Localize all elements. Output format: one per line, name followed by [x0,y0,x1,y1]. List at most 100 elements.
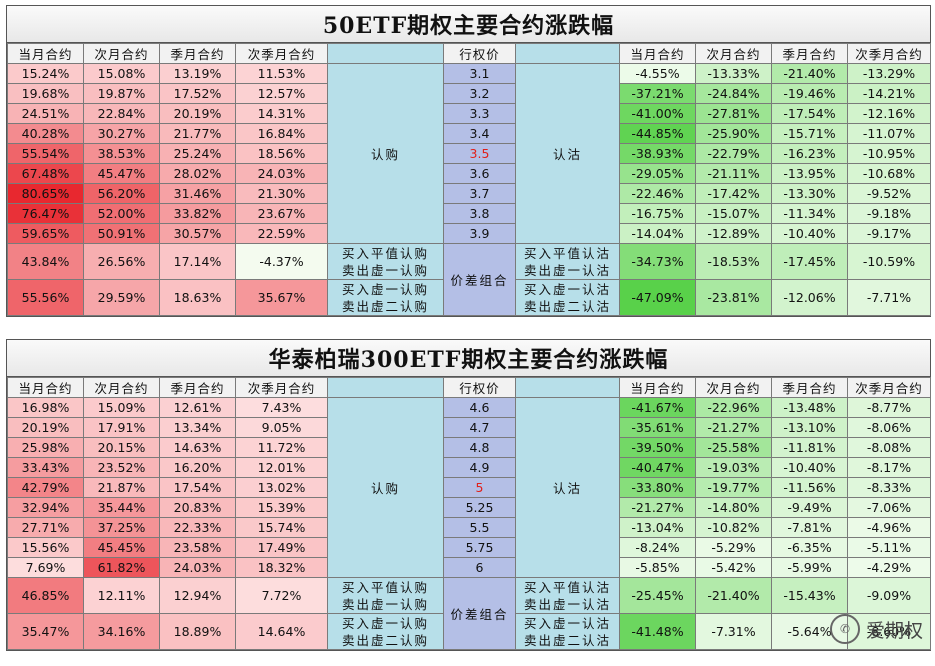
put-change-cell: -44.85% [619,123,696,144]
put-change-cell: -11.56% [771,477,848,498]
put-change-cell: -5.85% [619,557,696,578]
call-spread-leg: 买入平值认购 [341,245,429,261]
call-spread-leg: 卖出虚一认购 [341,596,429,612]
put-spread-label: 买入虚一认沽 卖出虚二认沽 [515,613,620,650]
put-header: 当月合约 [619,377,696,398]
call-change-cell: 80.65% [7,183,84,204]
put-change-cell: -11.81% [771,437,848,458]
put-change-cell: -16.75% [619,203,696,224]
call-change-cell: 18.32% [235,557,328,578]
combo-call-change-cell: 14.64% [235,613,328,650]
strike-cell: 3.7 [443,183,516,204]
call-change-cell: 52.00% [83,203,160,224]
call-change-cell: 7.69% [7,557,84,578]
put-spread-leg: 卖出虚二认沽 [523,298,611,314]
put-label: 认沽 [515,397,620,578]
put-change-cell: -10.82% [695,517,772,538]
table-row: 55.54% 38.53% 25.24% 18.56% 3.5 -38.93% -22.79… [7,143,931,164]
put-header: 次季月合约 [847,377,931,398]
put-change-cell: -8.06% [847,417,931,438]
put-change-cell: -22.79% [695,143,772,164]
call-change-cell: 22.33% [159,517,236,538]
combo-put-change-cell: -7.71% [847,279,931,316]
put-change-cell: -9.17% [847,223,931,244]
put-change-cell: -15.07% [695,203,772,224]
call-change-cell: 21.77% [159,123,236,144]
call-label-header [327,377,444,398]
put-header: 次月合约 [695,377,772,398]
strike-cell: 3.2 [443,83,516,104]
put-change-cell: -13.04% [619,517,696,538]
put-change-cell: -21.27% [695,417,772,438]
combo-put-change-cell: -7.31% [695,613,772,650]
call-change-cell: 33.43% [7,457,84,478]
combo-put-change-cell: -10.59% [847,243,931,280]
call-change-cell: 15.74% [235,517,328,538]
call-change-cell: 20.19% [7,417,84,438]
combo-put-change-cell: -47.09% [619,279,696,316]
call-change-cell: 24.03% [159,557,236,578]
put-change-cell: -29.05% [619,163,696,184]
call-change-cell: 45.47% [83,163,160,184]
call-change-cell: 30.57% [159,223,236,244]
table-row: 40.28% 30.27% 21.77% 16.84% 3.4 -44.85% -25.90… [7,123,931,144]
panel-title: 50ETF期权主要合约涨跌幅 [7,6,930,43]
call-change-cell: 24.51% [7,103,84,124]
combo-put-change-cell: -12.06% [771,279,848,316]
put-change-cell: -40.47% [619,457,696,478]
combo-call-change-cell: 34.16% [83,613,160,650]
table-row: 15.56% 45.45% 23.58% 17.49% 5.75 -8.24% -5.29%… [7,537,931,558]
atm-strike-cell: 5 [443,477,516,498]
put-spread-label: 买入平值认沽 卖出虚一认沽 [515,243,620,280]
call-change-cell: 15.39% [235,497,328,518]
panel-title: 华泰柏瑞300ETF期权主要合约涨跌幅 [7,340,930,377]
call-label: 认购 [327,63,444,244]
combo-put-change-cell: -25.45% [619,577,696,614]
put-header: 季月合约 [771,377,848,398]
put-change-cell: -8.17% [847,457,931,478]
call-change-cell: 17.54% [159,477,236,498]
put-change-cell: -14.21% [847,83,931,104]
put-change-cell: -4.96% [847,517,931,538]
put-change-cell: -6.35% [771,537,848,558]
put-change-cell: -7.06% [847,497,931,518]
strike-cell: 4.9 [443,457,516,478]
call-change-cell: 17.52% [159,83,236,104]
put-change-cell: -19.77% [695,477,772,498]
put-change-cell: -17.54% [771,103,848,124]
put-spread-leg: 买入虚一认沽 [523,615,611,631]
strike-cell: 3.3 [443,103,516,124]
strike-cell: 3.8 [443,203,516,224]
put-label-header [515,43,620,64]
call-spread-leg: 买入虚一认购 [341,281,429,297]
combo-call-change-cell: 55.56% [7,279,84,316]
spread-combo-row: 35.47% 34.16% 18.89% 14.64% 买入虚一认购 卖出虚二认购 买入虚一… [7,613,931,650]
put-change-cell: -25.58% [695,437,772,458]
call-change-cell: 61.82% [83,557,160,578]
put-change-cell: -10.68% [847,163,931,184]
table-row: 20.19% 17.91% 13.34% 9.05% 4.7 -35.61% -21.27%… [7,417,931,438]
put-change-cell: -4.29% [847,557,931,578]
strike-header: 行权价 [443,43,516,64]
call-spread-leg: 卖出虚二认购 [341,298,429,314]
strike-cell: 3.4 [443,123,516,144]
call-spread-leg: 卖出虚一认购 [341,262,429,278]
put-change-cell: -21.27% [619,497,696,518]
combo-call-change-cell: 43.84% [7,243,84,280]
call-change-cell: 30.27% [83,123,160,144]
put-change-cell: -13.33% [695,63,772,84]
call-change-cell: 15.24% [7,63,84,84]
call-label: 认购 [327,397,444,578]
call-change-cell: 19.87% [83,83,160,104]
call-change-cell: 55.54% [7,143,84,164]
call-change-cell: 23.58% [159,537,236,558]
strike-cell: 5.5 [443,517,516,538]
call-change-cell: 67.48% [7,163,84,184]
call-change-cell: 23.52% [83,457,160,478]
option-table: 当月合约 次月合约 季月合约 次季月合约 行权价 当月合约 次月合约 季月合约 次季月合约 16.… [7,377,931,650]
combo-put-change-cell: -18.53% [695,243,772,280]
table-row: 7.69% 61.82% 24.03% 18.32% 6 -5.85% -5.42% -5.9… [7,557,931,578]
call-change-cell: 25.24% [159,143,236,164]
put-change-cell: -12.89% [695,223,772,244]
call-change-cell: 15.56% [7,537,84,558]
